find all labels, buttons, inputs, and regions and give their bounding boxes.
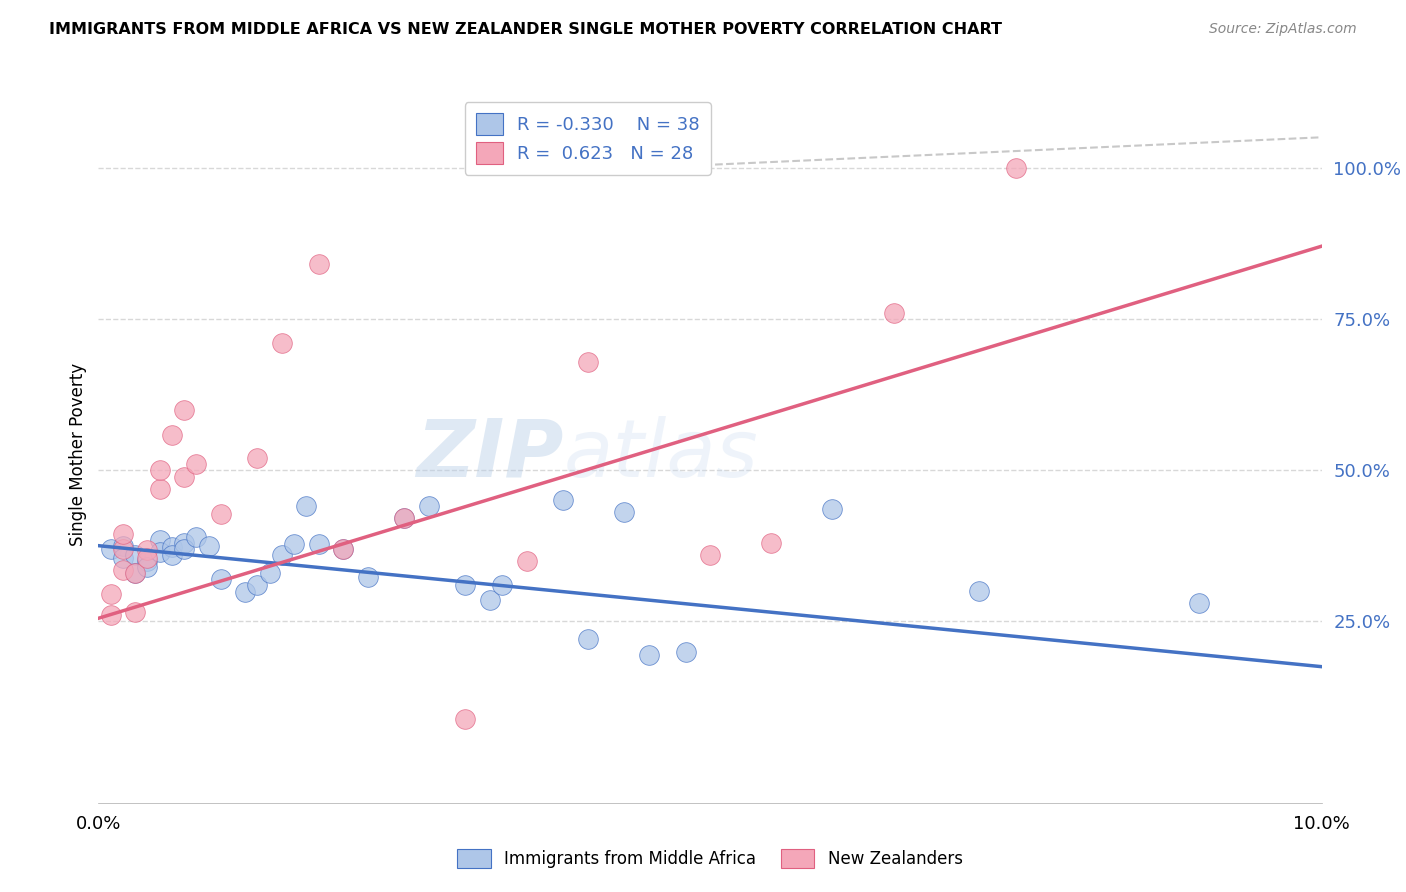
Point	[295, 500, 318, 514]
Point	[332, 541, 354, 556]
Point	[111, 563, 134, 577]
Y-axis label: Single Mother Poverty: Single Mother Poverty	[69, 363, 87, 547]
Point	[197, 539, 219, 553]
Point	[576, 632, 599, 647]
Point	[675, 644, 697, 658]
Point	[1188, 596, 1211, 610]
Point	[186, 457, 208, 471]
Point	[454, 712, 477, 726]
Text: IMMIGRANTS FROM MIDDLE AFRICA VS NEW ZEALANDER SINGLE MOTHER POVERTY CORRELATION: IMMIGRANTS FROM MIDDLE AFRICA VS NEW ZEA…	[49, 22, 1002, 37]
Point	[111, 550, 134, 565]
Point	[149, 533, 172, 547]
Point	[613, 505, 636, 519]
Point	[136, 559, 159, 574]
Point	[111, 539, 134, 553]
Point	[308, 257, 330, 271]
Point	[149, 483, 172, 497]
Point	[136, 554, 159, 568]
Point	[124, 566, 146, 580]
Point	[392, 511, 416, 525]
Point	[136, 542, 159, 557]
Point	[149, 545, 172, 559]
Point	[124, 566, 146, 580]
Point	[259, 566, 281, 580]
Point	[821, 502, 844, 516]
Point	[576, 355, 599, 369]
Point	[516, 554, 538, 568]
Point	[149, 463, 172, 477]
Point	[283, 537, 305, 551]
Point	[491, 578, 513, 592]
Text: ZIP: ZIP	[416, 416, 564, 494]
Point	[967, 584, 990, 599]
Point	[246, 578, 269, 592]
Point	[209, 507, 232, 521]
Point	[553, 493, 575, 508]
Point	[883, 306, 905, 320]
Point	[270, 336, 292, 351]
Point	[111, 541, 134, 556]
Point	[124, 548, 146, 562]
Point	[233, 585, 256, 599]
Point	[1004, 161, 1026, 175]
Point	[418, 500, 440, 514]
Point	[308, 537, 330, 551]
Point	[173, 402, 195, 417]
Point	[699, 548, 721, 562]
Text: atlas: atlas	[564, 416, 758, 494]
Point	[124, 605, 146, 619]
Point	[173, 535, 195, 549]
Point	[270, 548, 292, 562]
Point	[111, 526, 134, 541]
Point	[136, 550, 159, 565]
Text: Source: ZipAtlas.com: Source: ZipAtlas.com	[1209, 22, 1357, 37]
Point	[332, 541, 354, 556]
Point	[100, 541, 122, 556]
Point	[209, 572, 232, 586]
Point	[246, 450, 269, 465]
Point	[160, 541, 183, 555]
Legend: Immigrants from Middle Africa, New Zealanders: Immigrants from Middle Africa, New Zeala…	[451, 842, 969, 874]
Point	[173, 470, 195, 484]
Point	[478, 593, 501, 607]
Point	[173, 541, 195, 556]
Point	[392, 511, 416, 525]
Point	[759, 535, 782, 549]
Point	[186, 530, 208, 544]
Point	[100, 608, 122, 623]
Point	[160, 428, 183, 442]
Point	[356, 570, 378, 584]
Point	[160, 548, 183, 562]
Point	[100, 587, 122, 601]
Point	[454, 578, 477, 592]
Point	[637, 648, 661, 662]
